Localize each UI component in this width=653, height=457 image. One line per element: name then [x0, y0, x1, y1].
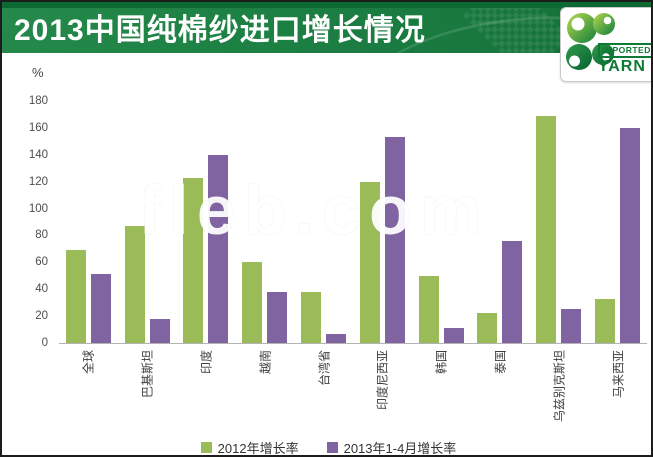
x-axis-label: 马来西亚 [611, 350, 626, 399]
legend-swatch-icon [326, 442, 338, 453]
bar [124, 226, 145, 343]
bar [65, 250, 86, 343]
bar [359, 181, 380, 343]
header-banner: 2013中国纯棉纱进口增长情况 [2, 2, 651, 53]
bar [301, 291, 322, 343]
bar-group-8 [471, 101, 530, 343]
x-axis-label: 印度 [199, 350, 214, 375]
bar [326, 333, 347, 343]
bar [267, 291, 288, 343]
bar-chart: % 0 20 40 60 80 100 120 140 160 180 全球 巴基斯坦 印度 越南 台湾省… [2, 53, 651, 456]
y-tick-label: 120 [28, 175, 48, 188]
bar-group-10 [588, 101, 647, 343]
y-tick-label: 140 [28, 148, 48, 161]
x-axis-label: 韩国 [434, 350, 449, 375]
bar [536, 115, 557, 343]
bar [208, 154, 229, 343]
logo-text: IMPORTED YARN [598, 41, 651, 75]
bar-group-4 [235, 101, 294, 343]
y-tick-label: 0 [41, 337, 48, 349]
page-title: 2013中国纯棉纱进口增长情况 [14, 14, 426, 47]
logo-text-imported: IMPORTED [598, 43, 651, 58]
bar [418, 275, 439, 343]
logo-panel: IMPORTED YARN [560, 7, 651, 82]
banner-main: 2013中国纯棉纱进口增长情况 [2, 8, 651, 53]
bar [595, 298, 616, 343]
bar-group-6 [353, 101, 412, 343]
bar [620, 127, 641, 343]
y-tick-label: 100 [28, 202, 48, 215]
y-tick-label: 180 [28, 95, 48, 107]
y-tick-label: 160 [28, 121, 48, 134]
bar-group-3 [177, 101, 236, 343]
x-axis-label: 台湾省 [317, 350, 332, 387]
bar [242, 262, 263, 343]
bar-group-9 [529, 101, 588, 343]
bar [443, 328, 464, 343]
bar [183, 177, 204, 343]
x-axis-label: 乌兹别克斯坦 [552, 350, 567, 423]
x-axis-label: 泰国 [493, 350, 508, 375]
legend-swatch-icon [200, 442, 212, 453]
bar [502, 240, 523, 343]
legend-item: 2012年增长率 [200, 438, 299, 456]
legend-label: 2013年1-4月增长率 [343, 441, 457, 456]
bar-group-1 [59, 101, 118, 343]
x-axis-label: 印度尼西亚 [375, 350, 390, 411]
clover-logo-icon [566, 13, 615, 70]
legend: 2012年增长率 2013年1-4月增长率 [2, 438, 651, 456]
y-tick-label: 40 [35, 283, 48, 296]
x-axis-label: 越南 [258, 350, 273, 375]
bar-group-7 [412, 101, 471, 343]
bar [477, 313, 498, 343]
bar [149, 318, 170, 343]
bar-group-2 [118, 101, 177, 343]
plot-area [59, 101, 647, 344]
legend-label: 2012年增长率 [217, 441, 299, 456]
bar-group-5 [294, 101, 353, 343]
logo-text-yarn: YARN [598, 57, 646, 75]
y-tick-label: 20 [35, 310, 48, 323]
banner-top-strip [2, 2, 651, 8]
x-axis-label: 全球 [81, 350, 96, 375]
bar [90, 274, 111, 343]
y-tick-label: 60 [35, 256, 48, 269]
y-tick-label: 80 [35, 229, 48, 242]
x-axis-label: 巴基斯坦 [140, 350, 155, 399]
y-axis-unit-label: % [32, 65, 44, 80]
legend-item: 2013年1-4月增长率 [326, 438, 457, 456]
bar [384, 137, 405, 343]
bar [561, 309, 582, 343]
